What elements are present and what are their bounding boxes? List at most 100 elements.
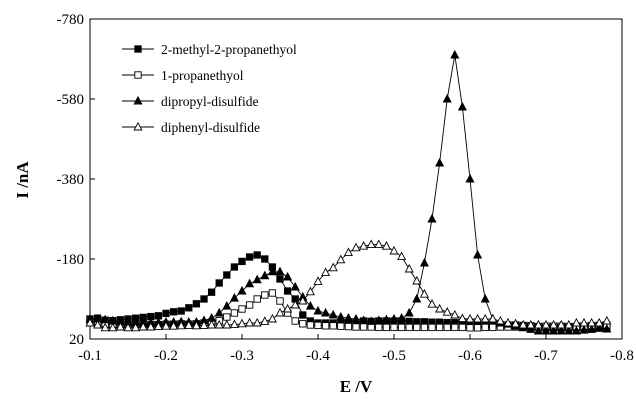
data-point <box>457 313 467 323</box>
data-point <box>290 299 300 309</box>
data-point <box>381 314 391 324</box>
data-point <box>161 321 171 330</box>
data-point <box>366 239 376 249</box>
data-point <box>283 271 293 281</box>
legend-marker <box>134 45 142 53</box>
x-tick-label: -0.3 <box>230 348 254 364</box>
legend-item: 2-methyl-2-propanethyol <box>122 42 297 57</box>
data-point <box>374 315 384 325</box>
data-point <box>283 303 293 313</box>
data-point <box>336 311 346 321</box>
data-point <box>587 317 597 327</box>
data-point <box>412 275 422 285</box>
data-point <box>465 173 475 183</box>
x-axis: -0.1 -0.2 -0.3 -0.4 -0.5 -0.6 -0.7 -0.8 <box>78 334 634 364</box>
data-point <box>359 241 369 250</box>
data-point <box>222 301 232 310</box>
data-point <box>329 322 337 330</box>
legend-item: dipropyl-disulfide <box>122 94 259 109</box>
data-point <box>351 242 361 252</box>
data-point <box>245 301 254 309</box>
data-point <box>283 287 292 295</box>
data-point <box>267 313 277 323</box>
data-point <box>123 322 133 332</box>
data-point <box>457 101 467 111</box>
data-point <box>556 325 566 335</box>
data-point <box>382 323 391 332</box>
y-axis-title: I /nA <box>13 161 32 199</box>
data-point <box>321 322 330 330</box>
data-point <box>518 319 528 329</box>
data-point <box>229 319 239 329</box>
data-point <box>351 313 361 323</box>
y-tick-label: -780 <box>57 12 85 28</box>
data-point <box>245 253 254 261</box>
data-point <box>85 317 95 327</box>
data-point <box>489 323 497 332</box>
data-point <box>427 299 437 308</box>
data-point <box>222 319 232 329</box>
data-point <box>389 313 399 323</box>
data-point <box>223 313 231 321</box>
data-point <box>419 257 429 267</box>
data-point <box>541 325 551 335</box>
data-point <box>343 247 353 257</box>
x-tick-label: -0.7 <box>534 348 558 364</box>
data-point <box>435 323 444 332</box>
data-point <box>564 325 574 335</box>
x-axis-title: E /V <box>340 377 373 396</box>
data-point <box>480 293 490 303</box>
x-tick-label: -0.8 <box>610 348 634 364</box>
data-point <box>465 313 475 323</box>
x-tick-label: -0.5 <box>382 348 406 364</box>
data-point <box>305 301 315 310</box>
data-point <box>375 323 383 332</box>
data-point <box>413 323 421 332</box>
data-point <box>450 309 460 319</box>
data-point <box>252 317 262 327</box>
data-point <box>328 309 338 319</box>
data-point <box>405 323 413 332</box>
data-point <box>420 323 429 332</box>
data-point <box>473 249 483 259</box>
y-tick-label: -580 <box>57 92 85 108</box>
data-point <box>602 315 612 325</box>
data-point <box>253 251 261 259</box>
data-point <box>138 321 148 331</box>
data-point <box>162 309 170 318</box>
data-point <box>344 322 353 331</box>
data-point <box>389 245 399 255</box>
data-point <box>571 317 581 327</box>
data-point <box>533 319 543 329</box>
legend-marker <box>134 71 142 79</box>
data-point <box>131 322 141 332</box>
data-point <box>442 307 452 316</box>
data-point <box>526 319 536 329</box>
data-point <box>306 321 315 329</box>
data-point <box>115 321 125 331</box>
data-point <box>305 286 315 296</box>
x-tick-label: -0.2 <box>154 348 178 364</box>
y-axis: -780 -580 -380 -180 20 <box>57 12 95 348</box>
data-point <box>237 285 247 295</box>
data-point <box>458 323 467 332</box>
data-point <box>579 325 589 334</box>
data-point <box>381 241 391 250</box>
data-point <box>314 321 322 330</box>
data-point <box>238 305 246 313</box>
x-tick-label: -0.1 <box>78 348 102 364</box>
y-tick-label: -180 <box>57 252 85 268</box>
data-point <box>466 324 474 332</box>
data-point <box>229 293 239 302</box>
y-tick-label: 20 <box>69 332 84 348</box>
data-point <box>276 275 284 283</box>
data-point <box>443 323 451 332</box>
data-point <box>291 317 299 325</box>
data-point <box>594 322 604 332</box>
data-point <box>299 320 307 328</box>
data-point <box>397 323 406 332</box>
data-point <box>268 289 277 297</box>
data-point <box>238 257 246 266</box>
data-point <box>192 300 201 308</box>
data-point <box>313 305 323 315</box>
